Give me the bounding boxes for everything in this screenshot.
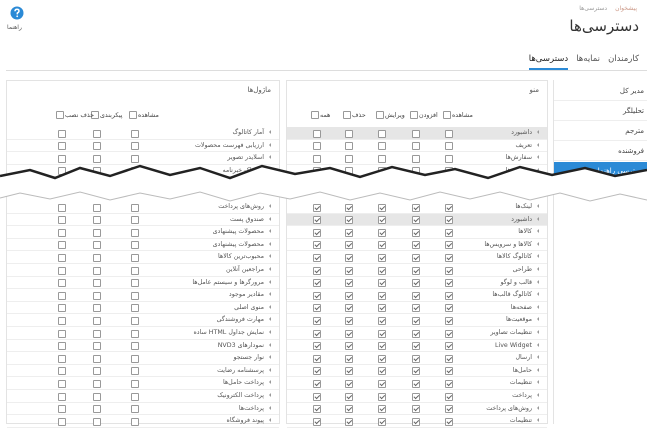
page: پیشخوان دسترسی‌ها دسترسی‌ها راهنما کارمن…	[0, 0, 647, 424]
torn-edge	[0, 0, 647, 424]
